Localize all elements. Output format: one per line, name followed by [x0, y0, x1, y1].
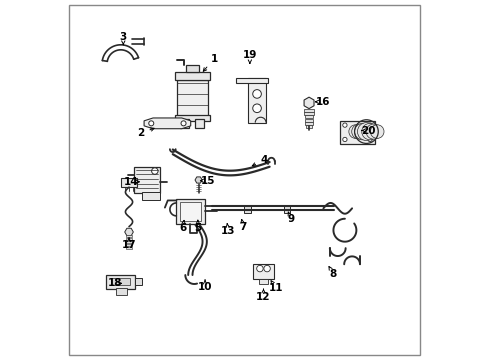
- Circle shape: [252, 90, 261, 98]
- Bar: [126, 238, 132, 240]
- Text: 5: 5: [194, 224, 201, 233]
- Text: 9: 9: [287, 214, 294, 224]
- Text: 15: 15: [200, 176, 215, 186]
- Bar: [116, 288, 126, 295]
- Bar: [174, 116, 210, 121]
- Text: 12: 12: [256, 292, 270, 302]
- Text: 17: 17: [122, 240, 136, 250]
- Circle shape: [366, 124, 380, 139]
- Bar: [126, 244, 132, 246]
- Text: 10: 10: [198, 282, 212, 292]
- Circle shape: [252, 104, 261, 113]
- Circle shape: [342, 137, 346, 141]
- Text: 2: 2: [137, 129, 144, 138]
- Bar: [304, 116, 313, 118]
- Bar: [135, 278, 142, 285]
- Text: 6: 6: [179, 224, 186, 233]
- Bar: [126, 241, 132, 243]
- Bar: [235, 78, 267, 83]
- Circle shape: [264, 265, 270, 272]
- Circle shape: [369, 125, 383, 138]
- Bar: [177, 80, 207, 117]
- Text: 1: 1: [210, 54, 217, 64]
- Bar: [195, 119, 204, 128]
- Polygon shape: [304, 97, 313, 109]
- Text: 4: 4: [260, 155, 267, 165]
- Bar: [253, 264, 273, 279]
- Circle shape: [361, 123, 378, 140]
- Bar: [247, 78, 265, 123]
- Circle shape: [348, 125, 362, 138]
- Text: 16: 16: [315, 97, 329, 107]
- Circle shape: [351, 124, 366, 139]
- Circle shape: [148, 121, 153, 126]
- Bar: [305, 122, 312, 125]
- Text: 14: 14: [124, 177, 139, 187]
- Bar: [126, 247, 132, 249]
- Polygon shape: [124, 228, 133, 236]
- Bar: [142, 192, 160, 200]
- Text: 3: 3: [120, 32, 127, 42]
- Circle shape: [181, 121, 185, 126]
- Bar: [121, 178, 137, 187]
- Bar: [284, 205, 290, 213]
- Bar: [259, 279, 267, 284]
- Circle shape: [367, 123, 371, 127]
- Bar: [305, 119, 312, 122]
- Circle shape: [342, 123, 346, 127]
- Text: 20: 20: [360, 126, 375, 135]
- Bar: [180, 119, 188, 128]
- Text: 18: 18: [107, 278, 122, 288]
- Text: 13: 13: [221, 226, 235, 236]
- Text: 19: 19: [242, 50, 257, 60]
- Circle shape: [151, 168, 158, 174]
- Bar: [176, 199, 204, 225]
- Text: 8: 8: [329, 269, 336, 279]
- Bar: [340, 121, 374, 144]
- Circle shape: [256, 265, 263, 272]
- Bar: [175, 72, 209, 80]
- Bar: [126, 235, 132, 237]
- Circle shape: [357, 123, 375, 140]
- Text: 11: 11: [268, 283, 283, 293]
- Bar: [110, 278, 130, 285]
- Polygon shape: [144, 118, 190, 129]
- Bar: [180, 202, 201, 221]
- Bar: [106, 275, 135, 289]
- Bar: [244, 205, 250, 213]
- Text: 7: 7: [239, 222, 246, 232]
- Circle shape: [367, 137, 371, 141]
- Bar: [304, 112, 313, 115]
- Circle shape: [354, 123, 370, 140]
- Bar: [304, 109, 313, 112]
- Bar: [134, 167, 160, 193]
- Bar: [305, 125, 312, 128]
- Polygon shape: [195, 177, 202, 183]
- Bar: [185, 64, 199, 72]
